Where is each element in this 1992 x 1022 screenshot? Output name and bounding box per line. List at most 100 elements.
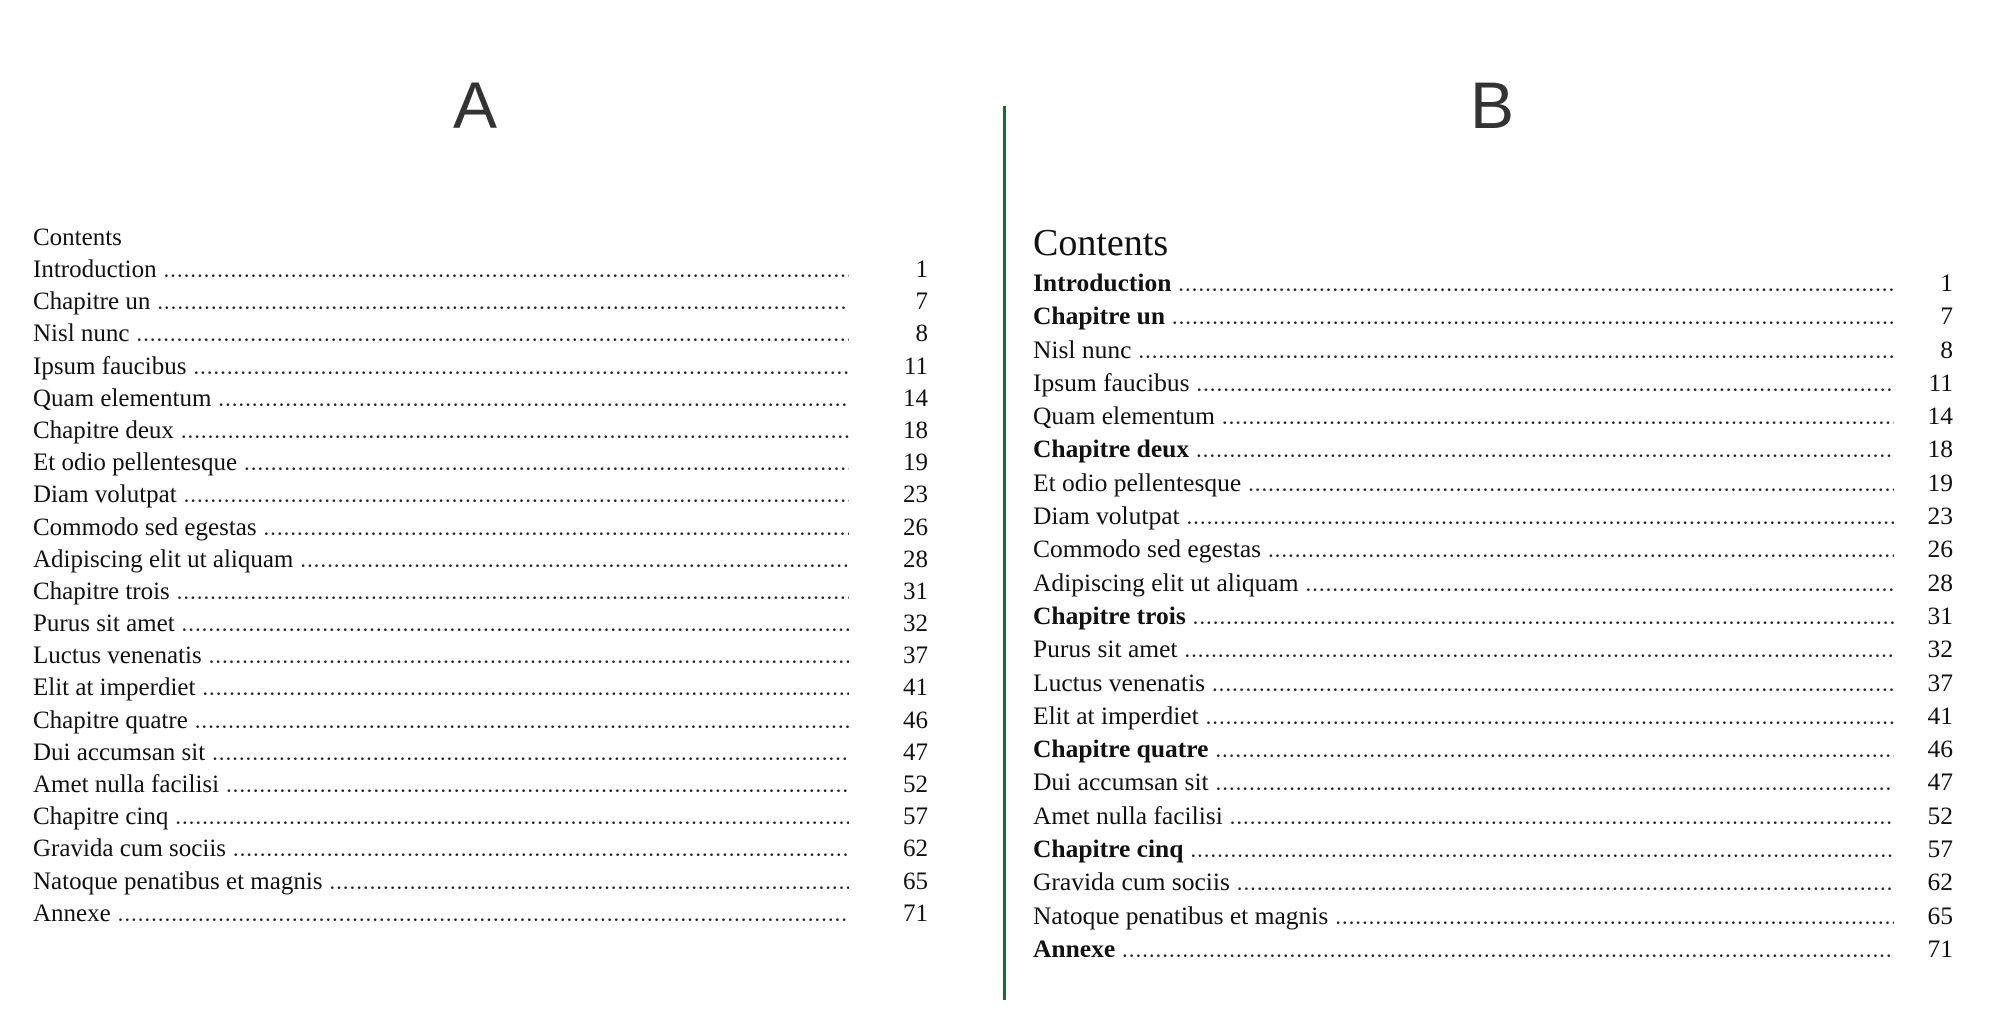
toc-entry: Nisl nunc 8: [33, 318, 928, 350]
toc-entry-page: 26: [1927, 534, 1954, 564]
toc-heading: Contents: [1033, 222, 1169, 264]
toc-entry-page: 37: [1927, 667, 1954, 697]
toc-entry: Amet nulla facilisi 52: [33, 769, 928, 801]
toc-entry: Et odio pellentesque 19: [1033, 466, 1953, 499]
toc-dot-leader: [1193, 600, 1894, 633]
toc-entry-page: 14: [1927, 401, 1954, 431]
toc-dot-leader: [1122, 933, 1894, 966]
toc-dot-leader: [1216, 766, 1894, 799]
toc-entry-title: Annexe: [33, 899, 111, 927]
toc-dot-leader: [1230, 800, 1894, 833]
toc-entry-title: Introduction: [33, 256, 157, 283]
toc-entry-page: 31: [1927, 600, 1954, 630]
toc-dot-leader: [226, 769, 849, 801]
toc-dot-leader: [1185, 633, 1895, 666]
toc-dot-leader: [181, 415, 849, 447]
toc-entry: Nisl nunc 8: [1033, 333, 1953, 366]
toc-dot-leader: [218, 383, 849, 415]
toc-entry: Chapitre deux 18: [1033, 432, 1953, 465]
toc-entry: Gravida cum sociis 62: [1033, 865, 1953, 898]
toc-entry-title: Nisl nunc: [33, 320, 130, 348]
toc-entry: Dui accumsan sit 47: [33, 737, 928, 769]
toc-entry-page: 28: [1927, 567, 1954, 597]
toc-dot-leader: [184, 479, 849, 511]
toc-dot-leader: [1306, 567, 1894, 600]
toc-entry-title: Natoque penatibus et magnis: [1033, 900, 1329, 930]
toc-entry: Quam elementum 14: [1033, 399, 1953, 432]
toc-entry-page: 1: [1940, 268, 1953, 297]
toc-dot-leader: [1187, 500, 1894, 533]
toc-entry-title: Amet nulla facilisi: [33, 771, 220, 798]
toc-entry-title: Diam volutpat: [1033, 501, 1180, 531]
toc-entry-title: Chapitre cinq: [33, 803, 169, 831]
toc-dot-leader: [164, 254, 849, 286]
toc-dot-leader: [1172, 300, 1894, 333]
toc-entry-title: Quam elementum: [33, 384, 212, 412]
toc-entry-page: 14: [903, 384, 928, 412]
toc-entry: Ipsum faucibus 11: [1033, 366, 1953, 399]
toc-dot-leader: [209, 640, 849, 672]
toc-entry: Purus sit amet 32: [1033, 632, 1953, 665]
toc-dot-leader: [1248, 467, 1894, 500]
toc-dot-leader: [182, 608, 849, 640]
panel-b-label: B: [1469, 68, 1515, 142]
toc-entry-title: Chapitre un: [33, 288, 151, 316]
toc-entry-title: Dui accumsan sit: [33, 738, 206, 766]
toc-entry-title: Et odio pellentesque: [1033, 467, 1242, 497]
toc-entry-page: 19: [903, 449, 928, 477]
toc-entry-title: Introduction: [1033, 268, 1172, 297]
toc-entry-page: 32: [903, 610, 928, 638]
toc-entry-title: Nisl nunc: [1033, 334, 1132, 364]
toc-dot-leader: [1196, 433, 1894, 466]
toc-entries: Introduction1Chapitre un7Nisl nunc8Ipsum…: [1033, 266, 1953, 965]
toc-entry-page: 32: [1927, 634, 1954, 664]
toc-entry-title: Ipsum faucibus: [1033, 367, 1190, 397]
toc-entry-title: Chapitre un: [1033, 301, 1166, 331]
toc-dot-leader: [1206, 700, 1894, 733]
toc-entry-page: 41: [903, 674, 928, 702]
toc-entry-page: 65: [903, 867, 928, 895]
toc-entry: Diam volutpat 23: [33, 479, 928, 511]
toc-entry-title: Annexe: [1033, 933, 1116, 963]
toc-entry: Natoque penatibus et magnis 65: [33, 866, 928, 898]
toc-entry: Chapitre cinq 57: [33, 801, 928, 833]
toc-entry-page: 57: [903, 803, 928, 831]
toc-entry: Annexe 71: [33, 898, 928, 930]
toc-entry-title: Luctus venenatis: [33, 642, 202, 670]
toc-dot-leader: [1190, 833, 1894, 866]
toc-dot-leader: [1335, 900, 1894, 933]
toc-entry: Ipsum faucibus 11: [33, 351, 928, 383]
toc-panel-b: Contents Introduction1Chapitre un7Nisl n…: [1033, 222, 1953, 965]
toc-entry-title: Amet nulla facilisi: [1033, 800, 1223, 830]
toc-entry: Luctus venenatis 37: [1033, 666, 1953, 699]
toc-dot-leader: [202, 672, 849, 704]
toc-entry-title: Et odio pellentesque: [33, 449, 238, 477]
toc-dot-leader: [1268, 533, 1894, 566]
toc-entry: Chapitre quatre 46: [33, 705, 928, 737]
toc-entry-page: 71: [1927, 933, 1954, 963]
toc-entry: Chapitre cinq 57: [1033, 832, 1953, 865]
toc-dot-leader: [264, 512, 849, 544]
toc-dot-leader: [212, 737, 849, 769]
toc-entry: Chapitre trois 31: [33, 576, 928, 608]
toc-dot-leader: [175, 801, 849, 833]
toc-entry-title: Natoque penatibus et magnis: [33, 867, 323, 895]
toc-entry-title: Chapitre trois: [1033, 600, 1186, 630]
toc-entry-page: 62: [1927, 867, 1954, 897]
toc-dot-leader: [1178, 267, 1894, 300]
toc-dot-leader: [193, 351, 849, 383]
toc-entry-page: 7: [915, 288, 929, 316]
toc-entry-title: Elit at imperdiet: [33, 674, 196, 702]
toc-dot-leader: [177, 576, 849, 608]
toc-entry: Chapitre deux 18: [33, 415, 928, 447]
panel-divider: [1003, 106, 1006, 1000]
toc-entry: Chapitre trois 31: [1033, 599, 1953, 632]
toc-entry-title: Ipsum faucibus: [33, 352, 187, 380]
toc-entry-page: 65: [1927, 900, 1954, 930]
toc-entry-title: Commodo sed egestas: [33, 513, 257, 541]
toc-entry-title: Diam volutpat: [33, 481, 177, 509]
toc-entry-page: 23: [1927, 501, 1954, 531]
toc-entry-title: Adipiscing elit ut aliquam: [33, 545, 294, 573]
toc-entry: Quam elementum 14: [33, 383, 928, 415]
toc-entry-page: 62: [903, 835, 928, 863]
